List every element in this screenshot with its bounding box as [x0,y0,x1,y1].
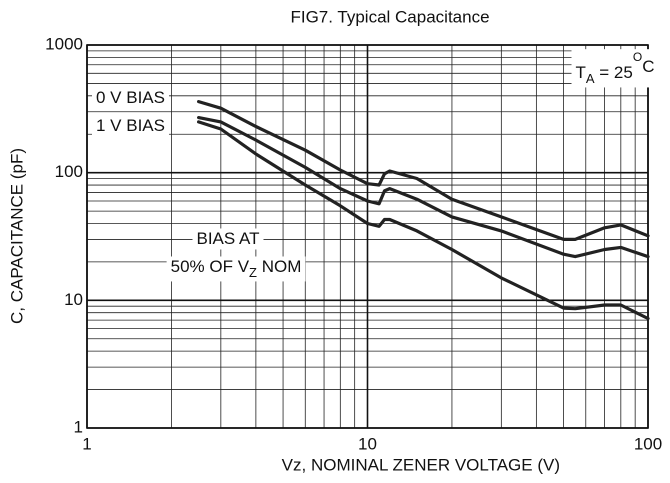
x-tick-label: 100 [634,434,662,453]
y-axis-label: C, CAPACITANCE (pF) [7,148,26,324]
line-series [197,120,650,321]
annotation-text: = 25 [595,63,633,82]
annotation-box [192,228,264,250]
annotation-sub: A [586,71,595,86]
line-series [197,100,650,241]
annotation: 0 V BIAS [96,88,165,107]
annotation: 1 V BIAS [96,116,165,135]
annotation: BIAS AT [197,229,260,248]
annotation-text: C [642,57,654,76]
annotation-text: 1 V BIAS [96,116,165,135]
annotation-text: T [576,63,586,82]
line-series [197,116,650,259]
x-axis-label: Vz, NOMINAL ZENER VOLTAGE (V) [282,455,560,474]
chart-title: FIG7. Typical Capacitance [290,7,489,26]
annotation: TA = 25OC [576,50,655,86]
annotation-box [92,115,169,137]
x-tick-label: 10 [358,434,377,453]
annotation-text: BIAS AT [197,229,260,248]
annotation-text: 0 V BIAS [96,88,165,107]
annotation-box [166,256,306,282]
y-tick-label: 1 [74,417,83,436]
y-tick-label: 1000 [45,34,83,53]
annotation-box [571,49,659,88]
annotation: 50% OF VZ NOM [171,257,302,280]
x-tick-label: 1 [82,434,91,453]
annotation-sub: Z [249,265,257,280]
y-tick-label: 100 [55,162,83,181]
annotation-text: NOM [257,257,301,276]
annotation-text: 50% OF V [171,257,250,276]
annotation-sup: O [633,50,642,64]
y-tick-label: 10 [64,290,83,309]
annotation-box [92,87,169,109]
